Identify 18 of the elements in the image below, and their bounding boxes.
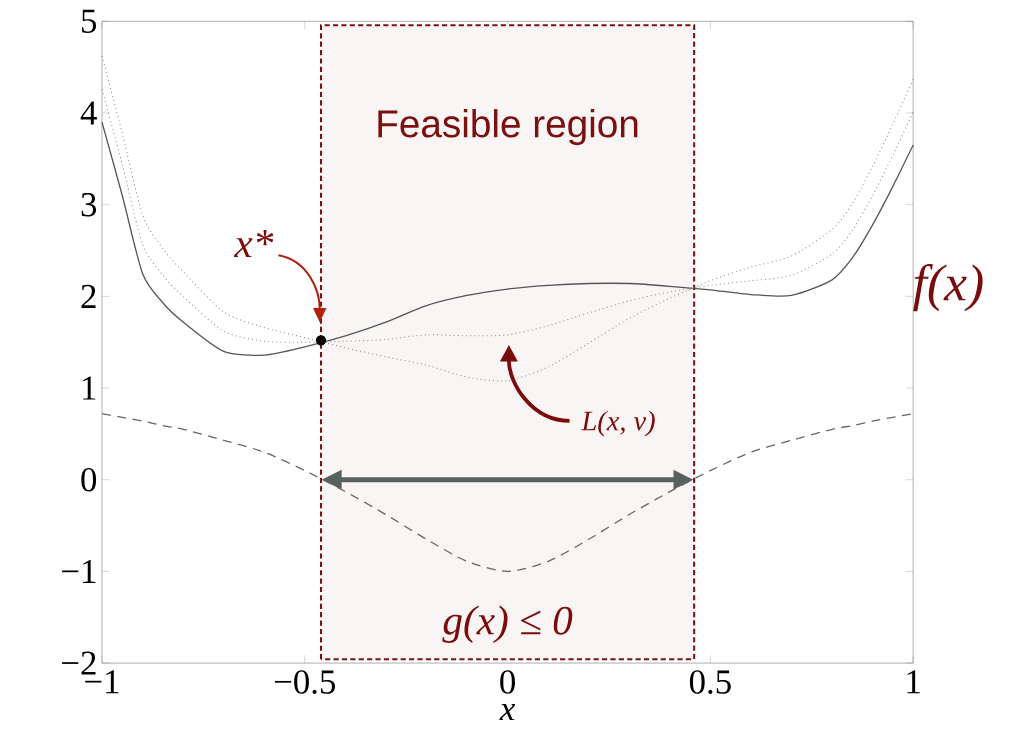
annotation: f(x)	[913, 264, 983, 312]
annotation: L(x, ν)	[581, 410, 655, 437]
annotation: x*	[233, 230, 274, 258]
annotation: g(x) ≤ 0	[442, 605, 573, 644]
y-tick-label: −1	[62, 560, 96, 584]
y-tick-label: 4	[80, 101, 97, 125]
y-tick-label: 3	[81, 193, 97, 217]
y-tick-label: 0	[81, 468, 97, 492]
y-tick-label: 1	[83, 376, 96, 400]
y-tick-label: 5	[82, 9, 97, 34]
x-tick-label: −0.5	[274, 670, 336, 695]
band-label: Feasible region	[378, 109, 638, 146]
line-series	[101, 55, 914, 382]
x-tick-label: 0.5	[689, 670, 731, 695]
x-axis-title: x	[499, 704, 516, 721]
x-tick-label: 1	[907, 670, 920, 694]
y-tick-label: 2	[81, 284, 96, 309]
x-tick-label: 0	[500, 670, 515, 694]
